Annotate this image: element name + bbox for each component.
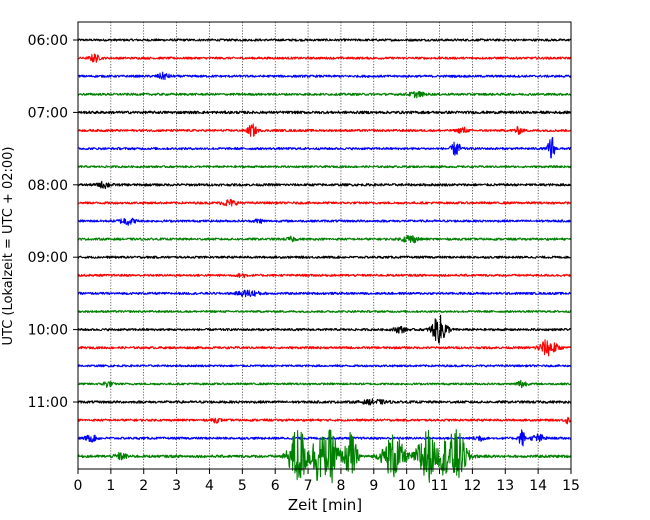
trace-0930: [77, 289, 572, 298]
x-tick-label-7: 7: [304, 478, 313, 494]
x-tick-label-8: 8: [336, 478, 345, 494]
x-tick-label-1: 1: [106, 478, 115, 494]
y-tick-label-5: 11:00: [28, 395, 68, 411]
trace-0745: [77, 165, 572, 169]
y-axis-label: UTC (Lokalzeit = UTC + 02:00): [1, 147, 16, 346]
x-tick-label-13: 13: [496, 478, 514, 494]
trace-0845: [77, 235, 572, 244]
trace-0615: [77, 53, 572, 63]
trace-0800: [77, 180, 572, 190]
y-axis-ticks: 06:00 07:00 08:00 09:00 10:00 11:00: [28, 33, 78, 411]
y-tick-label-4: 10:00: [28, 323, 68, 339]
x-tick-label-14: 14: [529, 478, 547, 494]
y-tick-label-2: 08:00: [28, 178, 68, 194]
x-tick-label-5: 5: [238, 478, 247, 494]
trace-0915: [77, 272, 572, 279]
y-tick-label-1: 07:00: [28, 105, 68, 121]
trace-0900: [77, 255, 572, 259]
x-axis-label: Zeit [min]: [288, 496, 362, 514]
trace-1045: [77, 379, 572, 389]
trace-0830: [77, 217, 572, 226]
trace-0730: [77, 136, 572, 159]
trace-0715: [77, 123, 572, 137]
trace-0945: [77, 309, 572, 314]
x-tick-label-15: 15: [562, 478, 580, 494]
y-tick-label-3: 09:00: [28, 250, 68, 266]
x-tick-label-11: 11: [431, 478, 449, 494]
x-tick-label-6: 6: [271, 478, 280, 494]
trace-1000: [77, 314, 572, 344]
x-tick-label-10: 10: [398, 478, 416, 494]
vertical-grid: [110, 22, 539, 469]
trace-0645: [77, 91, 572, 99]
trace-1015: [77, 339, 572, 357]
x-tick-label-2: 2: [139, 478, 148, 494]
trace-1100: [77, 398, 572, 406]
trace-1145: [77, 429, 572, 484]
trace-0600: [77, 38, 572, 42]
trace-0700: [77, 110, 572, 115]
trace-0630: [77, 71, 572, 81]
y-tick-label-0: 06:00: [28, 33, 68, 49]
x-tick-label-0: 0: [74, 478, 83, 494]
seismic-traces: [77, 38, 572, 484]
x-tick-label-4: 4: [205, 478, 214, 494]
trace-1030: [77, 364, 572, 368]
plot-frame: [77, 21, 572, 470]
trace-0815: [77, 199, 572, 207]
x-tick-label-12: 12: [463, 478, 481, 494]
trace-1115: [77, 416, 572, 425]
x-axis-ticks: 0 1 2 3 4 5 6 7 8 9 10 11 12 13 14 15: [74, 469, 580, 494]
x-tick-label-3: 3: [172, 478, 181, 494]
x-tick-label-9: 9: [369, 478, 378, 494]
